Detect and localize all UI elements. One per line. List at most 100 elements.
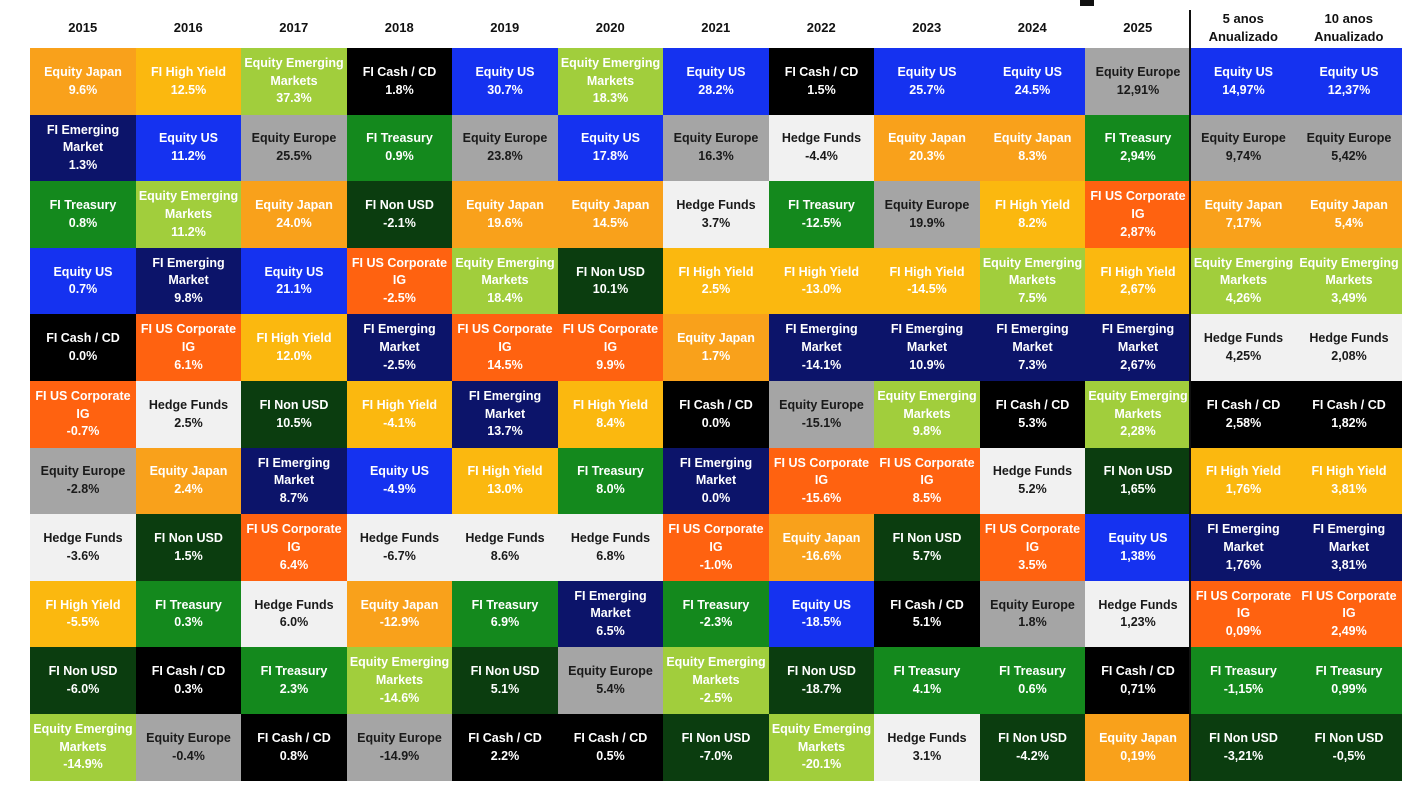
cell-asset-label: Equity Japan (466, 197, 544, 212)
quilt-cell: FI Non USD 1.5% (135, 514, 242, 582)
cell-asset-label: FI High Yield (1311, 464, 1387, 479)
cell-asset-label: Equity Europe (146, 730, 231, 745)
cell-value-label: -14.1% (801, 357, 842, 372)
cell-asset-label: FI Non USD (48, 664, 118, 679)
quilt-cell: Equity US 11.2% (135, 114, 242, 182)
cell-value-label: 9.8% (174, 291, 203, 306)
quilt-cell: FI US Corporate IG 3.5% (979, 514, 1086, 582)
cell-value-label: -18.5% (801, 615, 842, 630)
cell-asset-label: FI Emerging Market (46, 122, 120, 155)
quilt-cell: FI US Corporate IG -0.7% (30, 381, 136, 449)
cell-value-label: 5.1% (490, 681, 520, 696)
cell-value-label: -3.6% (66, 548, 100, 563)
quilt-cell: Equity Emerging Markets 9.8% (874, 381, 980, 449)
cell-asset-label: Equity Emerging Markets (982, 255, 1083, 288)
quilt-cell: FI Emerging Market -14.1% (768, 314, 875, 382)
cell-asset-label: Hedge Funds (781, 131, 862, 146)
cell-value-label: 6.9% (490, 615, 520, 630)
quilt-cell: FI Treasury -2.3% (663, 580, 769, 648)
cell-value-label: 2.3% (279, 681, 309, 696)
quilt-cell: FI High Yield -14.5% (874, 247, 980, 315)
quilt-cell: Hedge Funds 3.7% (663, 181, 769, 249)
cell-value-label: 2,94% (1120, 149, 1156, 164)
cell-value-label: 0.0% (701, 415, 731, 430)
cell-asset-label: Hedge Funds (254, 597, 334, 612)
cell-asset-label: FI High Yield (1205, 464, 1281, 479)
quilt-cell: FI Cash / CD 1.8% (346, 48, 453, 116)
cell-value-label: 30.7% (487, 82, 523, 97)
quilt-cell: Equity Japan 24.0% (241, 181, 347, 249)
quilt-cell: FI High Yield 13.0% (452, 447, 558, 515)
cell-value-label: 4.1% (912, 681, 942, 696)
quilt-cell: FI Emerging Market 3,81% (1296, 514, 1402, 582)
cell-asset-label: Equity Emerging Markets (138, 189, 239, 221)
quilt-cell: FI US Corporate IG 2,87% (1085, 181, 1191, 249)
quilt-cell: Equity Emerging Markets 3,49% (1296, 247, 1402, 315)
quilt-cell: Hedge Funds -6.7% (346, 514, 453, 582)
cell-asset-label: Equity US (53, 264, 113, 279)
cell-value-label: 21.1% (276, 282, 312, 297)
quilt-cell: Hedge Funds 3.1% (874, 714, 980, 782)
column-header-6: 2021 (701, 20, 731, 36)
cell-value-label: 17.8% (592, 149, 629, 164)
cell-value-label: 24.5% (1014, 82, 1051, 97)
quilt-cell: Equity Japan 9.6% (30, 48, 136, 116)
cell-value-label: -14.5% (907, 282, 947, 297)
cell-value-label: -2.3% (699, 615, 733, 630)
cell-asset-label: FI US Corporate IG (562, 322, 659, 355)
quilt-cell: Equity Europe 1.8% (979, 580, 1086, 648)
cell-value-label: 19.9% (909, 215, 945, 230)
quilt-cell: FI Cash / CD 1.5% (768, 48, 875, 116)
cell-asset-label: Equity Japan (1204, 197, 1283, 212)
cell-asset-label: Equity Japan (888, 131, 966, 146)
quilt-cell: FI High Yield 1,76% (1190, 447, 1297, 515)
cell-value-label: 8.2% (1018, 215, 1047, 230)
quilt-cell: FI Emerging Market 13.7% (452, 381, 558, 449)
cell-value-label: 4,25% (1225, 348, 1262, 363)
cell-value-label: 5.4% (596, 681, 625, 696)
cell-asset-label: FI Emerging Market (1312, 522, 1386, 554)
quilt-cell: Equity US 30.7% (452, 48, 558, 116)
quilt-cell: Equity Emerging Markets -2.5% (663, 647, 769, 715)
quilt-cell: FI Cash / CD 0.8% (241, 714, 347, 782)
cell-value-label: 0.9% (385, 149, 414, 164)
cell-value-label: 14.5% (487, 357, 523, 372)
cell-value-label: 2.4% (174, 482, 203, 497)
quilt-cell: Equity Emerging Markets 2,28% (1085, 381, 1191, 449)
column-header-1: 2016 (173, 20, 203, 36)
cell-value-label: -2.1% (383, 215, 416, 230)
column-header-10: 2025 (1123, 20, 1153, 36)
quilt-cell: Equity Emerging Markets 18.4% (452, 247, 558, 315)
cell-value-label: 9.9% (596, 357, 625, 372)
quilt-cell: Hedge Funds 6.8% (557, 514, 664, 582)
quilt-cell: Equity Europe -14.9% (346, 714, 453, 782)
quilt-cell: Equity Emerging Markets -20.1% (768, 714, 875, 782)
cell-asset-label: Hedge Funds (887, 730, 967, 745)
quilt-cell: FI High Yield -5.5% (30, 580, 136, 648)
quilt-cell: FI US Corporate IG -1.0% (663, 514, 769, 582)
quilt-cell: FI Cash / CD 5.1% (874, 580, 980, 648)
cell-value-label: 12,37% (1327, 82, 1371, 97)
quilt-cell: Equity Japan 7,17% (1190, 181, 1297, 249)
cell-asset-label: Hedge Funds (465, 530, 545, 545)
cell-value-label: 18.3% (592, 91, 629, 106)
cell-value-label: 8.0% (596, 482, 625, 497)
cell-value-label: 1.7% (701, 348, 731, 363)
quilt-cell: Equity US 17.8% (557, 114, 664, 182)
cell-value-label: 37.3% (276, 91, 312, 106)
quilt-cell: FI Emerging Market 10.9% (874, 314, 980, 382)
cell-asset-label: Hedge Funds (1098, 597, 1178, 612)
column-header-9: 2024 (1017, 20, 1047, 36)
cell-asset-label: Equity US (580, 131, 641, 146)
cell-asset-label: FI High Yield (361, 397, 437, 412)
cell-value-label: 10.5% (276, 415, 312, 430)
quilt-cell: Equity Europe 19.9% (874, 181, 980, 249)
annualized-divider (1189, 10, 1191, 781)
cell-value-label: 1,76% (1225, 482, 1262, 497)
cell-value-label: 7,17% (1225, 215, 1262, 230)
quilt-cell: Hedge Funds -3.6% (30, 514, 136, 582)
quilt-cell: FI High Yield 12.5% (135, 48, 242, 116)
cell-value-label: -6.7% (383, 548, 416, 563)
quilt-cell: FI Emerging Market 2,67% (1085, 314, 1191, 382)
quilt-cell: Equity Japan 20.3% (874, 114, 980, 182)
